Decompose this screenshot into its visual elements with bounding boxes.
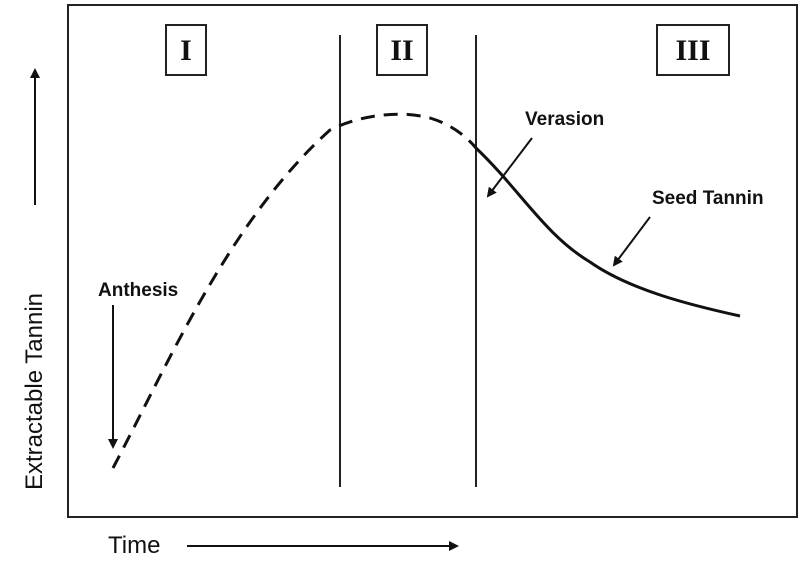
phase-box [165,24,207,76]
annotation: Anthesis [98,280,178,301]
seed-tannin-curve [474,146,741,318]
phase-label: I [180,34,192,67]
phase-label: III [675,34,710,67]
phase-box [376,24,428,76]
annotation: Seed Tannin [652,188,764,209]
phase-label: II [390,34,413,67]
annotation-arrow [612,216,651,267]
annotation: Verasion [525,109,604,130]
frame [67,4,798,518]
y-axis-label: Extractable Tannin [21,293,48,490]
phase-box [656,24,730,76]
berry-tannin-curve [111,112,478,469]
annotation-arrow [486,137,533,198]
x-axis-label: Time [108,532,160,559]
